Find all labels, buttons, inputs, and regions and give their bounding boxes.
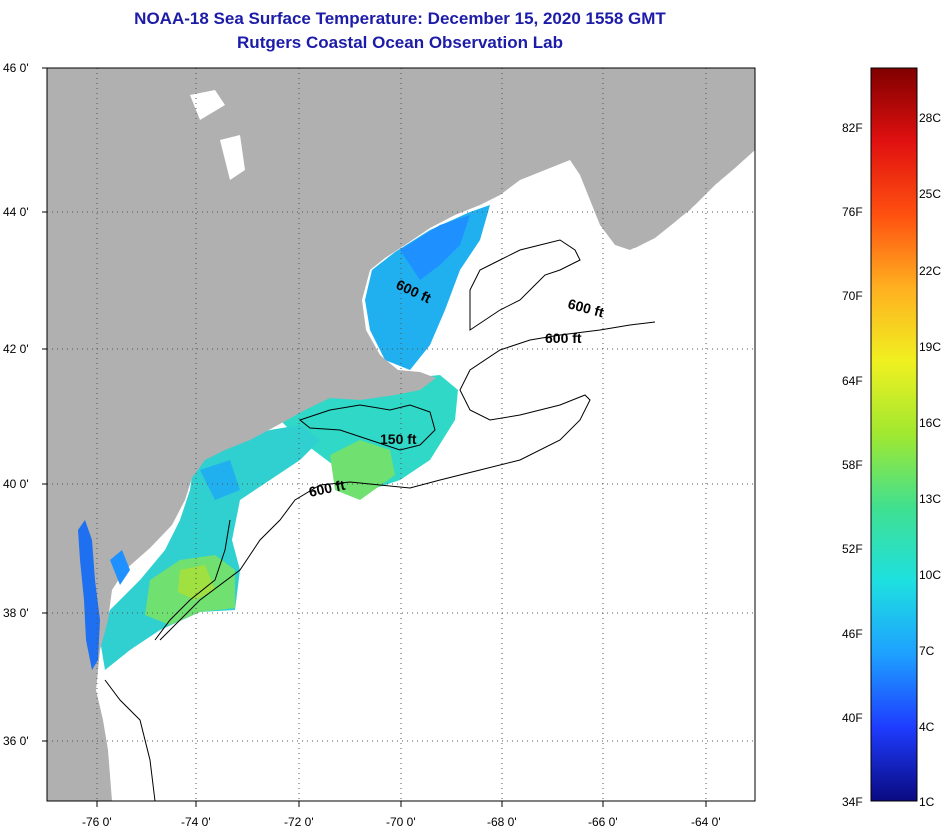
lon-label: -66 0' xyxy=(588,815,618,829)
bays xyxy=(78,90,245,670)
colorbar-c-label: 19C xyxy=(919,340,942,354)
bathymetry-contours xyxy=(104,239,656,801)
colorbar-f-label: 82F xyxy=(842,121,863,135)
colorbar-f-label: 64F xyxy=(842,374,863,388)
lon-label: -70 0' xyxy=(386,815,416,829)
lat-label: 42 0' xyxy=(3,342,29,356)
lon-label: -74 0' xyxy=(181,815,211,829)
lon-label: -68 0' xyxy=(487,815,517,829)
lat-label: 40 0' xyxy=(3,477,29,491)
map-subtitle: Rutgers Coastal Ocean Observation Lab xyxy=(237,33,563,52)
colorbar-c-label: 10C xyxy=(919,568,942,582)
colorbar-c-label: 28C xyxy=(919,111,942,125)
axis-ticks xyxy=(42,67,707,807)
colorbar-f-label: 40F xyxy=(842,711,863,725)
colorbar-c-label: 13C xyxy=(919,492,942,506)
colorbar-c-label: 16C xyxy=(919,416,942,430)
map-area: 600 ft 600 ft 600 ft 150 ft 600 ft xyxy=(47,68,755,801)
graticule xyxy=(47,68,755,801)
lon-label: -64 0' xyxy=(691,815,721,829)
contour-label: 150 ft xyxy=(380,431,417,447)
colorbar-c-label: 7C xyxy=(919,644,935,658)
colorbar-c-label: 4C xyxy=(919,720,935,734)
lat-label: 46 0' xyxy=(3,61,29,75)
colorbar-gradient xyxy=(870,67,918,802)
colorbar-f-label: 46F xyxy=(842,627,863,641)
colorbar xyxy=(870,67,918,802)
lat-label: 36 0' xyxy=(3,734,29,748)
colorbar-f-label: 52F xyxy=(842,542,863,556)
colorbar-c-label: 1C xyxy=(919,795,935,809)
map-title: NOAA-18 Sea Surface Temperature: Decembe… xyxy=(134,9,666,28)
colorbar-c-label: 22C xyxy=(919,264,942,278)
land xyxy=(47,68,755,801)
colorbar-f-label: 58F xyxy=(842,458,863,472)
colorbar-f-label: 34F xyxy=(842,795,863,809)
colorbar-f-label: 70F xyxy=(842,289,863,303)
lat-label: 44 0' xyxy=(3,205,29,219)
contour-label: 600 ft xyxy=(545,330,582,346)
lon-label: -72 0' xyxy=(284,815,314,829)
colorbar-f-label: 76F xyxy=(842,205,863,219)
lat-label: 38 0' xyxy=(3,606,29,620)
contour-label: 600 ft xyxy=(307,477,346,500)
colorbar-c-label: 25C xyxy=(919,187,942,201)
lon-label: -76 0' xyxy=(82,815,112,829)
